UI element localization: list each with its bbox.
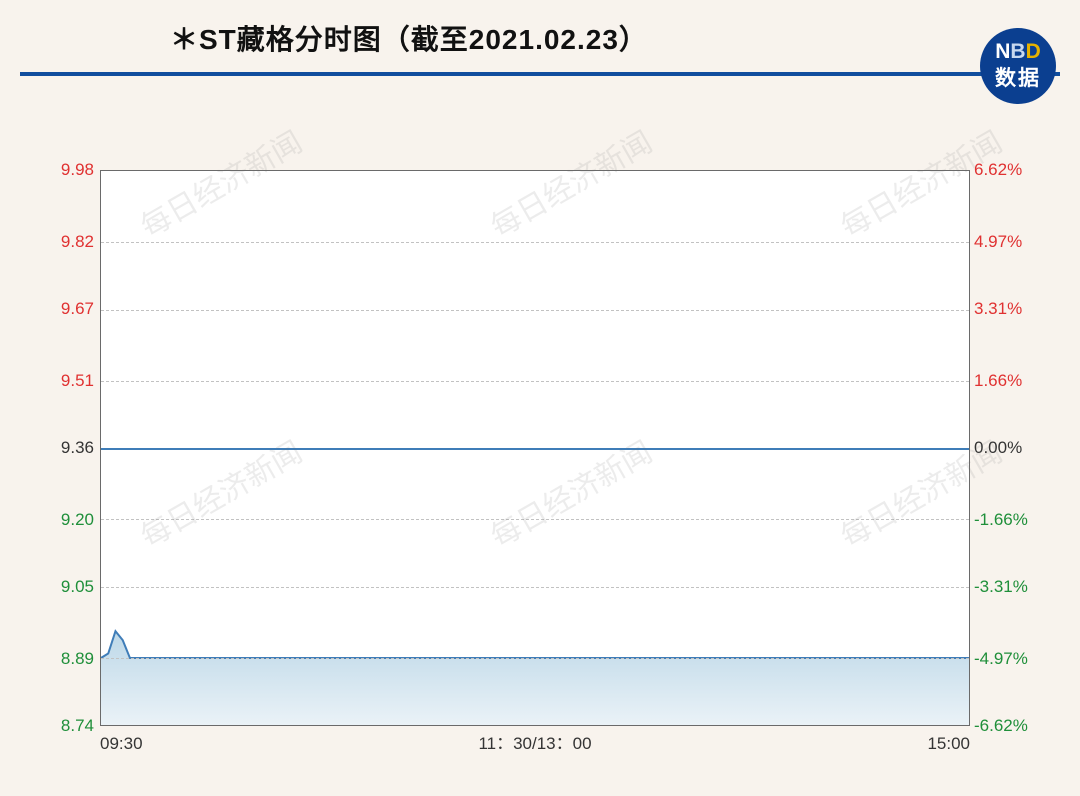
logo-d: D	[1026, 40, 1041, 63]
y-left-tick: 9.05	[40, 577, 94, 597]
gridline	[101, 587, 969, 588]
y-left-tick: 9.82	[40, 232, 94, 252]
price-path	[101, 631, 969, 658]
y-left-tick: 9.20	[40, 510, 94, 530]
card: ＊ST藏格分时图（截至2021.02.23） NBD 数据 9.989.829.…	[0, 0, 1080, 796]
y-left-tick: 9.51	[40, 371, 94, 391]
y-right-tick: 1.66%	[974, 371, 1040, 391]
x-tick: 11：30/13：00	[478, 729, 591, 754]
y-right-tick: 0.00%	[974, 438, 1040, 458]
y-right-tick: 4.97%	[974, 232, 1040, 252]
y-right-tick: -6.62%	[974, 716, 1040, 736]
source-logo: NBD 数据	[980, 28, 1056, 104]
area-fill	[101, 631, 969, 725]
chart-title: ＊ST藏格分时图（截至2021.02.23）	[20, 18, 1060, 58]
x-tick: 15:00	[927, 734, 970, 754]
chart: 9.98 9.82 9.67 9.51 9.36 9.20 9.05 8.89 8.74 6.62…	[40, 130, 1040, 766]
logo-line-1: NBD	[995, 40, 1041, 64]
title-underline	[20, 72, 1060, 76]
gridline	[101, 381, 969, 382]
logo-n: N	[995, 40, 1010, 63]
plot-area	[100, 170, 970, 726]
y-left-tick: 9.67	[40, 299, 94, 319]
y-right-tick: 6.62%	[974, 160, 1040, 180]
y-right-tick: -4.97%	[974, 649, 1040, 669]
gridline	[101, 242, 969, 243]
gridline	[101, 658, 969, 659]
y-right-tick: 3.31%	[974, 299, 1040, 319]
y-left-tick: 8.74	[40, 716, 94, 736]
y-left-tick: 9.36	[40, 438, 94, 458]
baseline-zero	[101, 448, 969, 450]
y-left-tick: 9.98	[40, 160, 94, 180]
y-left-tick: 8.89	[40, 649, 94, 669]
gridline	[101, 519, 969, 520]
logo-line-2: 数据	[995, 62, 1041, 92]
y-right-tick: -3.31%	[974, 577, 1040, 597]
gridline	[101, 310, 969, 311]
x-tick: 09:30	[100, 734, 143, 754]
y-right-tick: -1.66%	[974, 510, 1040, 530]
logo-b: B	[1010, 40, 1025, 63]
